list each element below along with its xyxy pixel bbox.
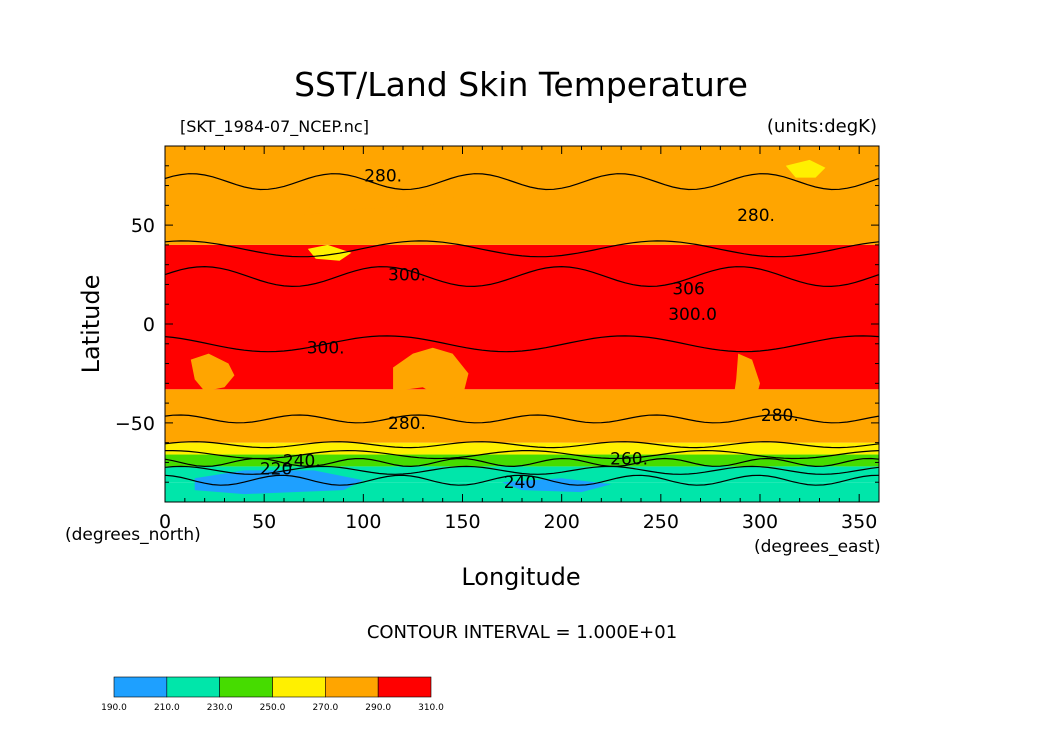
contour-label: 280. bbox=[737, 206, 775, 226]
contour-label: 260. bbox=[610, 449, 648, 469]
x-tick-label: 0 bbox=[159, 511, 171, 533]
y-tick-label: −50 bbox=[115, 413, 155, 435]
x-tick-label: 150 bbox=[444, 511, 480, 533]
contour-line-7 bbox=[165, 457, 879, 468]
x-tick-label: 50 bbox=[252, 511, 276, 533]
colorbar-label: 310.0 bbox=[418, 703, 444, 713]
contour-label: 300. bbox=[307, 339, 345, 359]
contour-line-9 bbox=[165, 474, 879, 486]
antarctica-cold-core bbox=[194, 470, 364, 495]
temperature-bands bbox=[165, 146, 879, 502]
colorbar-label: 270.0 bbox=[312, 703, 338, 713]
contour-line-1 bbox=[165, 240, 879, 258]
x-tick-label: 100 bbox=[345, 511, 381, 533]
contour-line-4 bbox=[165, 414, 879, 424]
colorbar-swatch-4 bbox=[325, 676, 379, 698]
band-6 bbox=[165, 146, 879, 245]
tibet-plateau bbox=[307, 244, 352, 261]
contour-label: 240. bbox=[283, 451, 321, 471]
contour-line-3 bbox=[165, 335, 879, 353]
colorbar bbox=[113, 676, 432, 698]
x-tick-label: 350 bbox=[841, 511, 877, 533]
x-axis-title: Longitude bbox=[461, 563, 580, 591]
x-tick-labels: 0 50 100 150 200 250 300 350 bbox=[159, 511, 877, 533]
band-2 bbox=[165, 454, 879, 467]
y-axis-title: Latitude bbox=[77, 275, 105, 374]
contour-lines bbox=[165, 173, 879, 486]
source-file-label: [SKT_1984-07_NCEP.nc] bbox=[180, 117, 369, 137]
colorbar-label: 250.0 bbox=[260, 703, 286, 713]
colorbar-swatch-3 bbox=[272, 676, 326, 698]
contour-label: 280. bbox=[388, 414, 426, 434]
contour-label: 220 bbox=[260, 459, 292, 479]
northern-asia-land bbox=[303, 193, 463, 216]
x-tick-label: 300 bbox=[742, 511, 778, 533]
contour-line-6 bbox=[165, 449, 879, 460]
axis-ticks bbox=[164, 145, 880, 503]
colorbar-label: 230.0 bbox=[207, 703, 233, 713]
australia bbox=[393, 347, 469, 400]
contour-label: 306 bbox=[672, 279, 704, 299]
antarctica-cold-core-east bbox=[502, 478, 612, 493]
x-tick-label: 250 bbox=[643, 511, 679, 533]
x-tick-label: 200 bbox=[544, 511, 580, 533]
contour-label: 280. bbox=[364, 167, 402, 187]
contour-line-8 bbox=[165, 465, 879, 475]
colorbar-label: 290.0 bbox=[365, 703, 391, 713]
plot-area bbox=[165, 146, 879, 502]
y-tick-labels: −50 0 50 bbox=[115, 215, 155, 435]
colorbar-labels: 190.0 210.0 230.0 250.0 270.0 290.0 310.0 bbox=[101, 703, 444, 713]
colorbar-swatch-1 bbox=[166, 676, 220, 698]
colorbar-label: 190.0 bbox=[101, 703, 127, 713]
colorbar-swatch-2 bbox=[219, 676, 273, 698]
band-5 bbox=[165, 244, 879, 390]
contour-label: 240 bbox=[504, 473, 536, 493]
colorbar-swatch-0 bbox=[113, 676, 168, 698]
units-label: (units:degK) bbox=[767, 116, 877, 137]
y-units-label: (degrees_north) bbox=[65, 525, 201, 545]
landmass-overlays bbox=[190, 159, 826, 495]
southern-africa bbox=[190, 353, 235, 392]
contour-interval-label: CONTOUR INTERVAL = 1.000E+01 bbox=[367, 622, 677, 643]
greenland-ice bbox=[785, 159, 826, 178]
colorbar-label: 210.0 bbox=[154, 703, 180, 713]
colorbar-swatch-5 bbox=[377, 676, 432, 698]
contour-label: 300. bbox=[388, 266, 426, 286]
andes bbox=[732, 353, 760, 427]
map-title: SST/Land Skin Temperature bbox=[294, 65, 748, 104]
band-3 bbox=[165, 442, 879, 455]
x-units-label: (degrees_east) bbox=[754, 537, 881, 557]
contour-line-5 bbox=[165, 441, 879, 449]
y-tick-label: 50 bbox=[131, 215, 155, 237]
contour-label: 280. bbox=[761, 406, 799, 426]
contour-line-0 bbox=[165, 173, 879, 191]
contour-line-2 bbox=[165, 265, 879, 288]
y-tick-label: 0 bbox=[143, 314, 155, 336]
contour-label: 300.0 bbox=[668, 305, 717, 325]
